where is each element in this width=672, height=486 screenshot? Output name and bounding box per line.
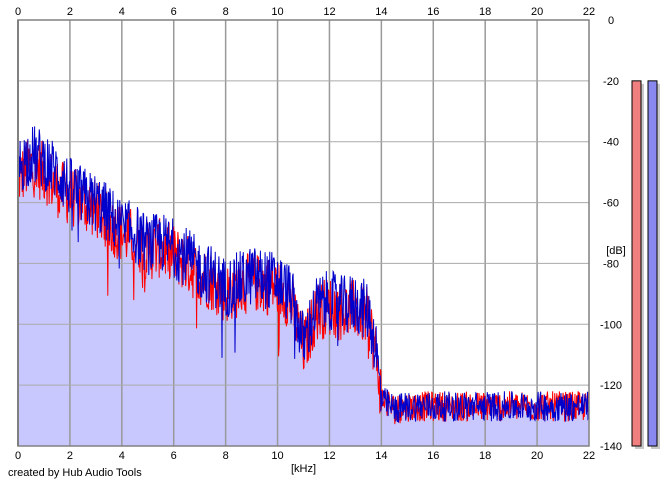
x-tick-label-top-18: 18 [479,6,491,18]
spectrum-area-fill [18,126,589,446]
y-tick-label-0: 0 [608,15,614,27]
y-tick-label--140: -140 [600,441,622,453]
x-tick-label-top-16: 16 [427,6,439,18]
x-tick-label-bottom-0: 0 [15,450,21,462]
x-tick-label-top-10: 10 [271,6,283,18]
y-axis-unit-label: [dB] [606,245,626,257]
y-tick-label--60: -60 [603,198,619,210]
x-tick-label-top-0: 0 [15,6,21,18]
x-tick-label-top-4: 4 [119,6,125,18]
level-meter-right [647,80,658,447]
x-tick-label-top-20: 20 [531,6,543,18]
y-tick-label--80: -80 [603,258,619,270]
x-tick-label-top-6: 6 [171,6,177,18]
x-tick-label-bottom-22: 22 [583,450,595,462]
x-axis-unit-label: [kHz] [291,463,316,475]
x-tick-label-top-12: 12 [323,6,335,18]
y-tick-label--20: -20 [603,76,619,88]
x-tick-label-bottom-20: 20 [531,450,543,462]
x-tick-label-bottom-18: 18 [479,450,491,462]
x-tick-label-top-22: 22 [583,6,595,18]
y-tick-label--40: -40 [603,137,619,149]
x-tick-label-bottom-6: 6 [171,450,177,462]
y-tick-label--100: -100 [600,319,622,331]
x-tick-label-top-8: 8 [223,6,229,18]
series-line-right [17,126,590,423]
x-tick-label-bottom-16: 16 [427,450,439,462]
y-tick-label--120: -120 [600,380,622,392]
x-tick-label-bottom-14: 14 [375,450,387,462]
x-tick-label-bottom-8: 8 [223,450,229,462]
x-tick-label-top-2: 2 [67,6,73,18]
x-tick-label-bottom-4: 4 [119,450,125,462]
x-tick-label-bottom-2: 2 [67,450,73,462]
level-meter-left [631,80,642,447]
x-tick-label-bottom-12: 12 [323,450,335,462]
x-tick-label-bottom-10: 10 [271,450,283,462]
x-tick-label-top-14: 14 [375,6,387,18]
credit-text: created by Hub Audio Tools [8,467,142,479]
